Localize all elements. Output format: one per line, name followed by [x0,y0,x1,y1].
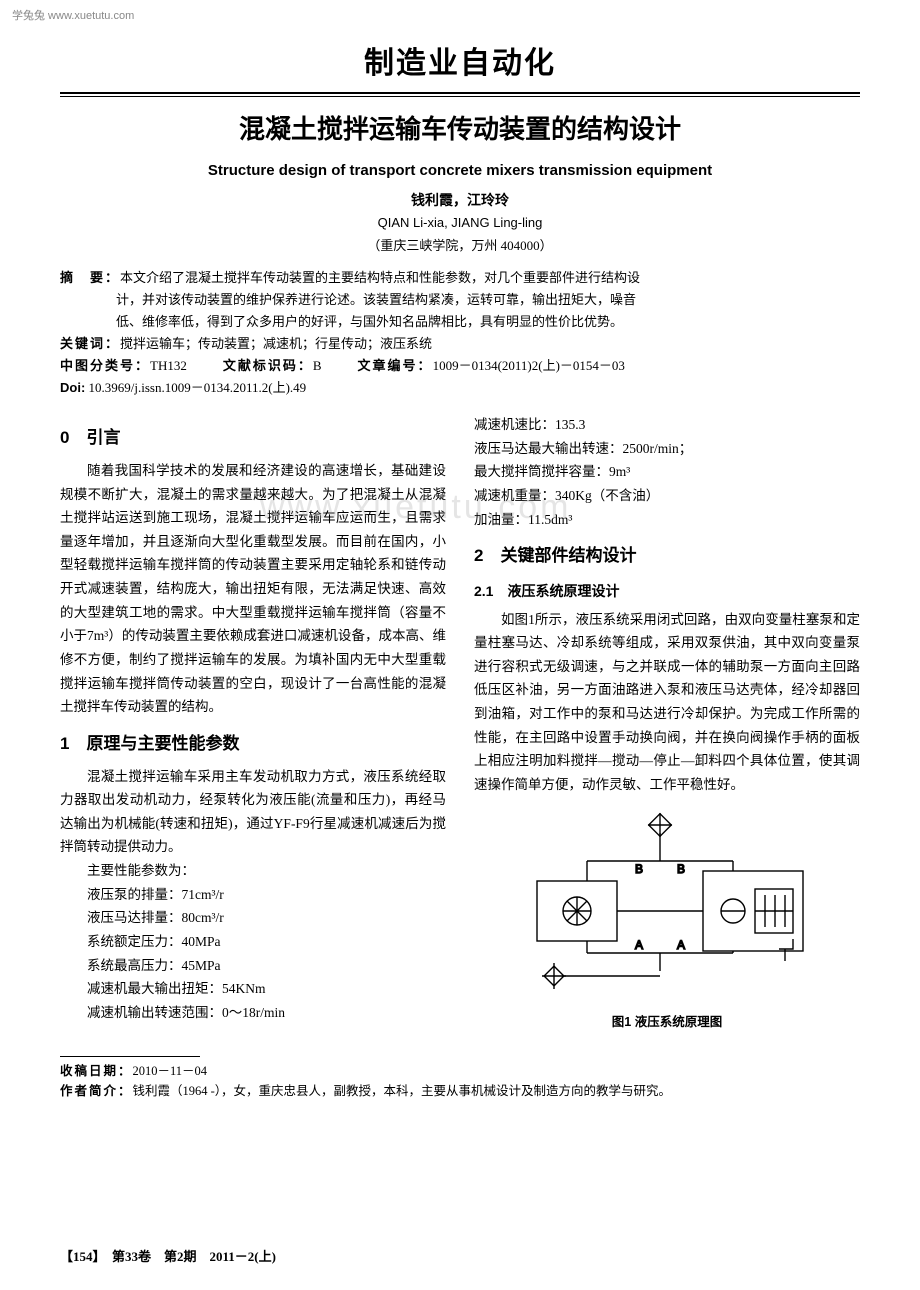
two-column-body: 0 引言 随着我国科学技术的发展和经济建设的高速增长，基础建设规模不断扩大，混凝… [60,413,860,1038]
articleid-value: 1009－0134(2011)2(上)－0154－03 [433,358,625,373]
doccode-label: 文献标识码： [223,358,313,373]
title-cn: 混凝土搅拌运输车传动装置的结构设计 [60,109,860,151]
param-list-left: 液压泵的排量：71cm³/r 液压马达排量：80cm³/r 系统额定压力：40M… [60,883,446,1025]
figure-1-caption: 图1 液压系统原理图 [474,1012,860,1034]
received-date: 2010－11－04 [133,1064,208,1078]
rule-thick [60,92,860,94]
heading-1: 1 原理与主要性能参数 [60,729,446,759]
svg-text:A: A [677,938,685,952]
heading-2-1: 2.1 液压系统原理设计 [474,579,860,604]
rule-thin [60,96,860,97]
params-lead: 主要性能参数为： [60,859,446,883]
heading-0: 0 引言 [60,423,446,453]
param-item: 减速机重量：340Kg（不含油） [474,484,860,508]
abstract-label: 摘 要： [60,270,120,285]
watermark-top: 学兔兔 www.xuetutu.com [12,8,134,26]
heading-2: 2 关键部件结构设计 [474,541,860,571]
param-item: 加油量：11.5dm³ [474,508,860,532]
right-column: 减速机速比：135.3 液压马达最大输出转速：2500r/min； 最大搅拌筒搅… [474,413,860,1038]
articleid-label: 文章编号： [358,358,433,373]
abstract-line3: 低、维修率低，得到了众多用户的好评，与国外知名品牌相比，具有明显的性价比优势。 [60,311,860,333]
para-hydraulic: 如图1所示，液压系统采用闭式回路，由双向变量柱塞泵和定量柱塞马达、冷却系统等组成… [474,608,860,797]
param-item: 最大搅拌筒搅拌容量：9m³ [474,460,860,484]
param-item: 减速机输出转速范围：0～18r/min [87,1001,446,1025]
classno-value: TH132 [150,358,187,373]
received-label: 收稿日期： [60,1064,133,1078]
doi-label: Doi: [60,380,85,395]
authors-en: QIAN Li-xia, JIANG Ling-ling [60,213,860,234]
param-item: 系统最高压力：45MPa [87,954,446,978]
figure-1: B B [474,811,860,1035]
keywords-label: 关键词： [60,336,120,351]
left-column: 0 引言 随着我国科学技术的发展和经济建设的高速增长，基础建设规模不断扩大，混凝… [60,413,446,1038]
param-list-right: 减速机速比：135.3 液压马达最大输出转速：2500r/min； 最大搅拌筒搅… [474,413,860,531]
bio-label: 作者简介： [60,1084,133,1098]
abstract-line2: 计，并对该传动装置的维护保养进行论述。该装置结构紧凑，运转可靠，输出扭矩大，噪音 [60,289,860,311]
svg-text:A: A [635,938,643,952]
meta-block: 摘 要：本文介绍了混凝土搅拌车传动装置的主要结构特点和性能参数，对几个重要部件进… [60,267,860,400]
page-footer: 【154】 第33卷 第2期 2011－2(上) [60,1247,276,1268]
para-principle: 混凝土搅拌运输车采用主车发动机取力方式，液压系统经取力器取出发动机动力，经泵转化… [60,765,446,860]
affiliation: （重庆三峡学院，万州 404000） [60,236,860,257]
svg-text:B: B [677,862,685,876]
param-item: 液压马达排量：80cm³/r [87,906,446,930]
param-item: 液压马达最大输出转速：2500r/min； [474,437,860,461]
journal-title: 制造业自动化 [60,40,860,88]
footer-separator [60,1056,200,1057]
doccode-value: B [313,358,322,373]
svg-text:B: B [635,862,643,876]
param-item: 系统额定压力：40MPa [87,930,446,954]
page-content: 制造业自动化 混凝土搅拌运输车传动装置的结构设计 Structure desig… [0,0,920,1121]
authors-cn: 钱利霞，江玲玲 [60,189,860,211]
param-item: 液压泵的排量：71cm³/r [87,883,446,907]
bio-text: 钱利霞（1964 -），女，重庆忠县人，副教授，本科，主要从事机械设计及制造方向… [133,1084,672,1098]
param-item: 减速机速比：135.3 [474,413,860,437]
hydraulic-schematic-svg: B B [517,811,817,1001]
doi-value: 10.3969/j.issn.1009－0134.2011.2(上).49 [89,380,307,395]
param-item: 减速机最大输出扭矩：54KNm [87,977,446,1001]
title-en: Structure design of transport concrete m… [60,159,860,183]
abstract-line1: 本文介绍了混凝土搅拌车传动装置的主要结构特点和性能参数，对几个重要部件进行结构设 [120,270,640,285]
keywords-text: 搅拌运输车；传动装置；减速机；行星传动；液压系统 [120,336,432,351]
para-intro: 随着我国科学技术的发展和经济建设的高速增长，基础建设规模不断扩大，混凝土的需求量… [60,459,446,719]
footer-block: 收稿日期：2010－11－04 作者简介：钱利霞（1964 -），女，重庆忠县人… [60,1061,860,1101]
classno-label: 中图分类号： [60,358,150,373]
